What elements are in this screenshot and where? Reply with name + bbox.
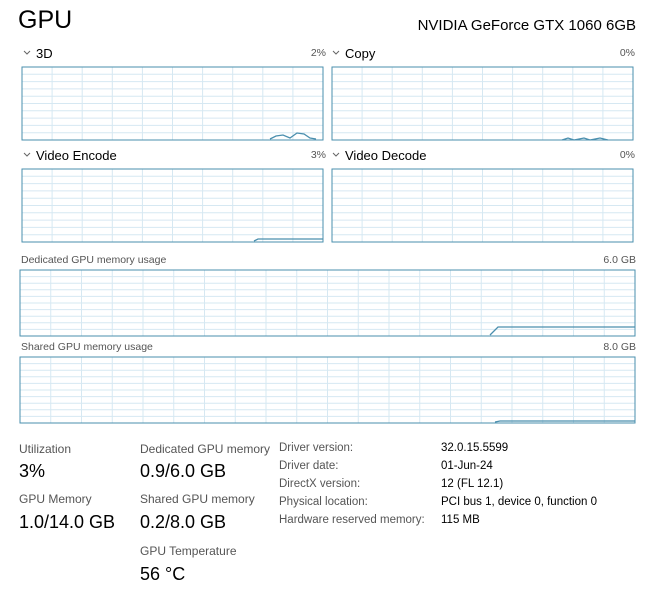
graph-frame (331, 66, 634, 141)
engine-name: Video Encode (36, 148, 117, 163)
stat-value: 0.2/8.0 GB (140, 512, 227, 532)
detail-value: 115 MB (441, 514, 480, 526)
detail-label: DirectX version: (279, 478, 361, 490)
graph-frame (21, 168, 324, 243)
graph-frame (331, 168, 634, 243)
chevron (23, 50, 31, 55)
trace-shared (494, 420, 635, 423)
graph-grids (19, 66, 636, 424)
engine-value: 0% (619, 47, 635, 59)
engine-name: Video Decode (345, 148, 427, 163)
engine-value: 0% (619, 149, 635, 161)
stat-value: 0.9/6.0 GB (140, 461, 227, 481)
stat-label: GPU Memory (19, 492, 92, 506)
trace-copy (561, 137, 609, 141)
stat-value: 56 °C (140, 564, 186, 584)
trace-encode (253, 238, 323, 242)
chevron (332, 50, 340, 55)
device-name: NVIDIA GeForce GTX 1060 6GB (417, 17, 636, 34)
memory-graph-value: 6.0 GB (603, 254, 636, 266)
engine-name: Copy (345, 46, 376, 61)
detail-label: Driver date: (279, 460, 339, 472)
memory-graph-name: Shared GPU memory usage (21, 341, 153, 353)
chevron (332, 152, 340, 157)
stat-label: Shared GPU memory (140, 492, 255, 506)
engine-value: 2% (310, 47, 326, 59)
detail-value: 01-Jun-24 (441, 460, 493, 472)
title: GPU (18, 6, 73, 34)
chevron (23, 152, 31, 157)
stat-value: 1.0/14.0 GB (19, 512, 116, 532)
engine-name: 3D (36, 46, 53, 61)
detail-value: 12 (FL 12.1) (441, 478, 504, 490)
engine-value: 3% (310, 149, 326, 161)
detail-value: 32.0.15.5599 (441, 442, 509, 454)
detail-label: Physical location: (279, 496, 368, 508)
detail-label: Driver version: (279, 442, 354, 454)
trace-dedicated (489, 326, 635, 336)
stat-value: 3% (19, 461, 46, 481)
detail-value: PCI bus 1, device 0, function 0 (441, 496, 597, 508)
stat-label: GPU Temperature (140, 544, 237, 558)
stat-label: Utilization (19, 442, 72, 456)
graph-frame (21, 66, 324, 141)
memory-graph-name: Dedicated GPU memory usage (21, 254, 167, 266)
chevrons (23, 50, 340, 157)
stat-label: Dedicated GPU memory (140, 442, 271, 456)
detail-label: Hardware reserved memory: (279, 514, 425, 526)
graph-frame (19, 269, 636, 337)
trace-3d (269, 132, 317, 140)
graph-frame (19, 356, 636, 424)
memory-graph-value: 8.0 GB (603, 341, 636, 353)
traces (253, 132, 635, 423)
